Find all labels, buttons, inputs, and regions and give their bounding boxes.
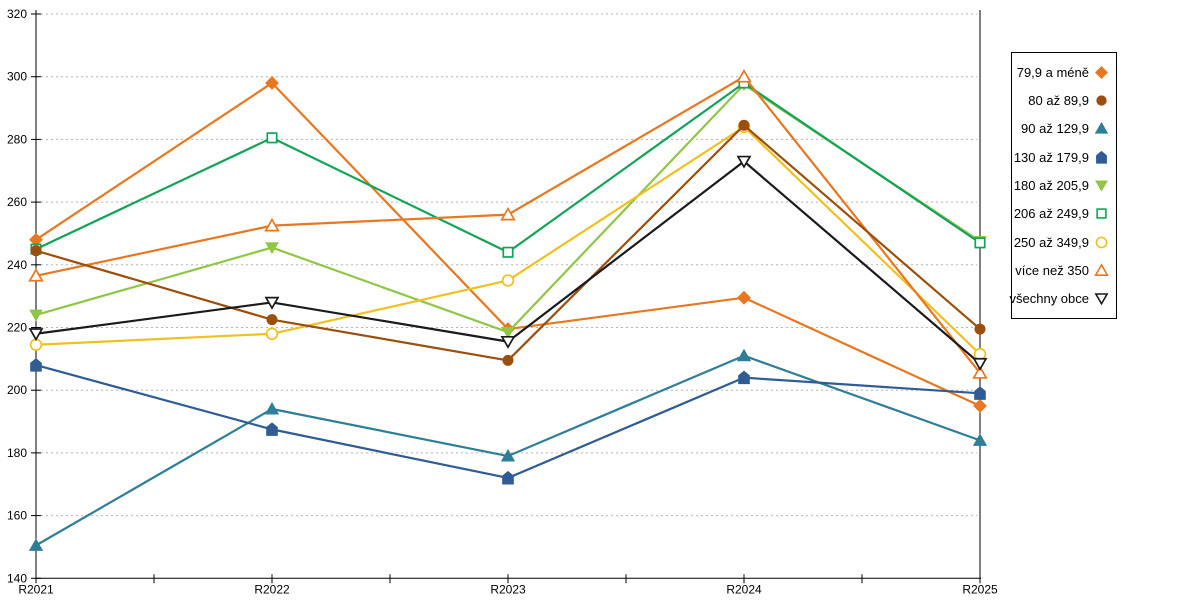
legend-item: 206 až 249,9 — [1012, 201, 1116, 227]
svg-text:320: 320 — [7, 7, 27, 21]
hollow-triangle-marker-icon — [1094, 263, 1109, 276]
legend-item: všechny obce — [1009, 286, 1116, 312]
svg-text:180: 180 — [7, 446, 27, 460]
svg-text:R2023: R2023 — [490, 582, 526, 596]
svg-text:R2021: R2021 — [18, 582, 54, 596]
svg-text:280: 280 — [7, 132, 27, 146]
svg-text:160: 160 — [7, 509, 27, 523]
diamond-marker-icon — [1095, 65, 1108, 79]
pentagon-marker-icon — [1096, 150, 1107, 164]
svg-text:R2025: R2025 — [962, 582, 998, 596]
svg-text:R2024: R2024 — [726, 582, 762, 596]
legend-item: 79,9 a méně — [1012, 59, 1116, 85]
svg-text:200: 200 — [7, 383, 27, 397]
legend-item: 90 až 129,9 — [1012, 116, 1116, 142]
svg-text:140: 140 — [7, 571, 27, 585]
legend-label: 90 až 129,9 — [1021, 121, 1089, 137]
legend-label: 79,9 a méně — [1016, 64, 1089, 80]
legend-item: 80 až 89,9 — [1012, 87, 1116, 113]
hollow-triangle-down-marker-icon — [1094, 293, 1109, 306]
svg-text:240: 240 — [7, 258, 27, 272]
legend-label: 250 až 349,9 — [1013, 234, 1089, 250]
legend-label: 130 až 179,9 — [1013, 149, 1089, 165]
legend-label: všechny obce — [1009, 291, 1090, 307]
legend-item: 180 až 205,9 — [1012, 172, 1116, 198]
legend-label: 180 až 205,9 — [1013, 177, 1089, 193]
svg-text:220: 220 — [7, 321, 27, 335]
triangle-up-marker-icon — [1094, 122, 1109, 134]
circle-marker-icon — [1096, 95, 1107, 106]
svg-text:300: 300 — [7, 70, 27, 84]
hollow-circle-marker-icon — [1095, 236, 1108, 248]
triangle-down-marker-icon — [1095, 180, 1108, 192]
svg-text:R2022: R2022 — [254, 582, 290, 596]
legend-label: více než 350 — [1015, 262, 1089, 278]
square-marker-icon — [1096, 208, 1107, 219]
legend-item: 130 až 179,9 — [1012, 144, 1116, 170]
legend-item: 250 až 349,9 — [1012, 229, 1116, 255]
legend-label: 206 až 249,9 — [1013, 206, 1089, 222]
legend-item: více než 350 — [1012, 257, 1116, 283]
legend: 79,9 a méně 80 až 89,9 90 až 129,9 130 a… — [1009, 52, 1117, 319]
svg-text:260: 260 — [7, 195, 27, 209]
legend-label: 80 až 89,9 — [1028, 92, 1089, 108]
